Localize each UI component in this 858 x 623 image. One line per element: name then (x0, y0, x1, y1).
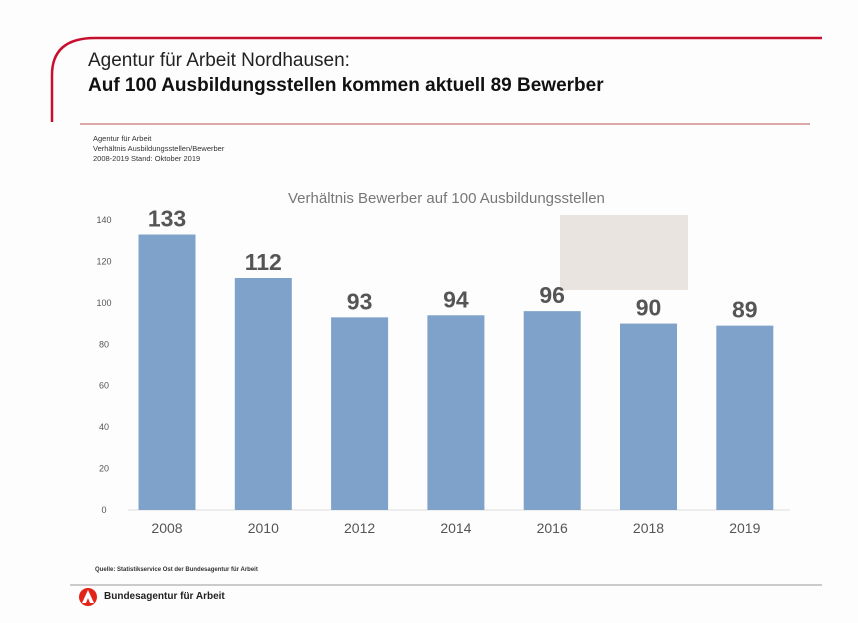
meta-1: Agentur für Arbeit (93, 134, 152, 143)
bar-2010 (234, 278, 292, 510)
x-tick-label: 2018 (633, 520, 664, 536)
data-label: 89 (732, 297, 758, 323)
bar-2019 (716, 325, 774, 510)
meta-3: 2008-2019 Stand: Oktober 2019 (93, 154, 201, 163)
x-tick-label: 2012 (344, 520, 375, 536)
bar-2018 (620, 323, 677, 510)
data-label: 112 (245, 249, 282, 275)
y-tick-label: 120 (96, 256, 111, 266)
bar-2012 (331, 317, 389, 510)
data-label: 90 (636, 295, 662, 321)
x-tick-label: 2008 (151, 520, 182, 536)
y-tick-label: 40 (99, 422, 109, 432)
x-tick-label: 2016 (537, 520, 568, 536)
title-line1: Agentur für Arbeit Nordhausen: (88, 50, 350, 71)
brand-name: Bundesagentur für Arbeit (104, 591, 225, 602)
ba-logo-icon (79, 588, 97, 606)
bar-2008 (138, 234, 196, 510)
source-note: Quelle: Statistikservice Ost der Bundesa… (95, 567, 258, 573)
data-label: 96 (539, 282, 565, 308)
bar-2016 (523, 311, 581, 510)
title-line2: Auf 100 Ausbildungsstellen kommen aktuel… (88, 75, 604, 96)
meta-2: Verhältnis Ausbildungsstellen/Bewerber (93, 144, 225, 153)
y-tick-label: 20 (99, 464, 109, 474)
x-tick-label: 2019 (729, 520, 760, 536)
data-label: 93 (347, 288, 373, 314)
data-label: 133 (148, 206, 186, 232)
y-tick-label: 80 (99, 339, 109, 349)
bar-2014 (427, 315, 485, 510)
y-tick-label: 0 (101, 505, 106, 515)
y-tick-label: 60 (99, 381, 109, 391)
x-tick-label: 2014 (440, 520, 471, 536)
data-label: 94 (443, 286, 469, 312)
y-tick-label: 100 (96, 298, 111, 308)
red-frame-line (50, 36, 822, 122)
y-tick-label: 140 (96, 215, 111, 225)
photo-image (560, 215, 688, 290)
x-tick-label: 2010 (248, 520, 279, 536)
chart-title: Verhältnis Bewerber auf 100 Ausbildungss… (288, 190, 605, 207)
